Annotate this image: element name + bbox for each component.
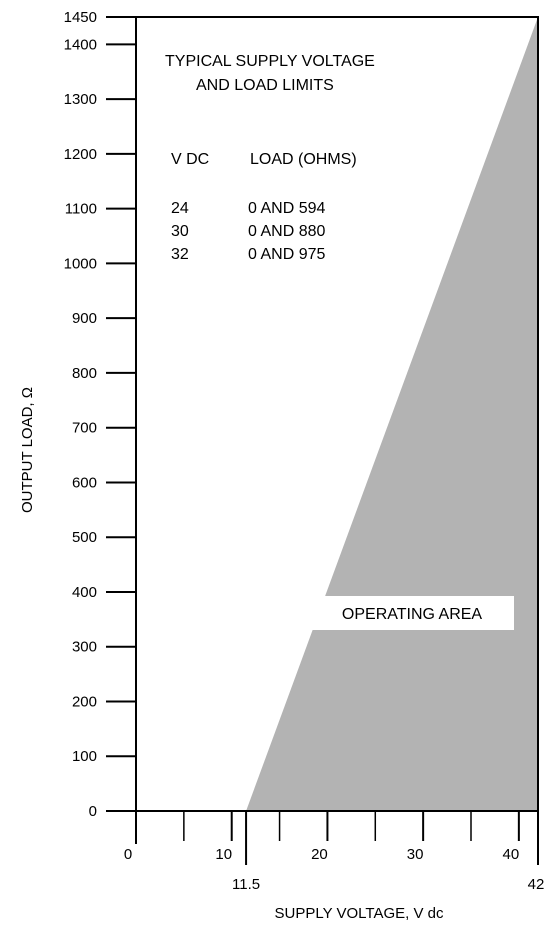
y-tick-label: 1200 [64,146,97,163]
table-row-1-vdc: 24 [171,200,189,217]
table-row-2-vdc: 30 [171,223,189,240]
y-tick-label: 200 [72,693,97,710]
operating-area-label-box [311,596,514,630]
x-axis-label: SUPPLY VOLTAGE, V dc [275,905,444,922]
table-row-3-vdc: 32 [171,246,189,263]
table-row-3-load: 0 AND 975 [248,246,325,263]
y-tick-label: 700 [72,420,97,437]
y-tick-label: 100 [72,748,97,765]
y-tick-label: 300 [72,639,97,656]
table-header-vdc: V DC [171,151,209,168]
x-tick-label: 20 [311,846,328,863]
x-tick-label: 40 [503,846,520,863]
y-tick-label: 900 [72,310,97,327]
x-tick-label: 0 [124,846,132,863]
y-tick-label: 600 [72,474,97,491]
table-row-1-load: 0 AND 594 [248,200,325,217]
table-header-load: LOAD (OHMS) [250,151,357,168]
table-row-2-load: 0 AND 880 [248,223,325,240]
annotation-title-line-2: AND LOAD LIMITS [196,77,334,94]
y-tick-label: 800 [72,365,97,382]
x-special-tick-label: 11.5 [232,876,260,893]
y-tick-label: 1300 [64,91,97,108]
x-tick-label: 10 [215,846,232,863]
annotation-title-line-1: TYPICAL SUPPLY VOLTAGE [165,53,375,70]
x-tick-label: 30 [407,846,424,863]
operating-area-label: OPERATING AREA [342,606,483,623]
y-tick-label: 0 [89,803,97,820]
operating-area-region [246,17,539,811]
y-tick-label: 500 [72,529,97,546]
x-axis-ticks: 0 10 20 30 40 11.5 42 [124,811,545,893]
y-tick-label: 1100 [65,201,97,218]
y-tick-label: 1450 [64,9,97,26]
y-tick-label: 1400 [64,36,97,53]
y-tick-label: 400 [72,584,97,601]
y-tick-label: 1000 [64,255,97,272]
x-special-tick-label: 42 [528,876,545,893]
y-axis-label: OUTPUT LOAD, Ω [19,387,36,513]
y-axis-ticks: 0 100 200 300 400 500 600 700 800 900 1000 1100 1200… [64,9,136,820]
